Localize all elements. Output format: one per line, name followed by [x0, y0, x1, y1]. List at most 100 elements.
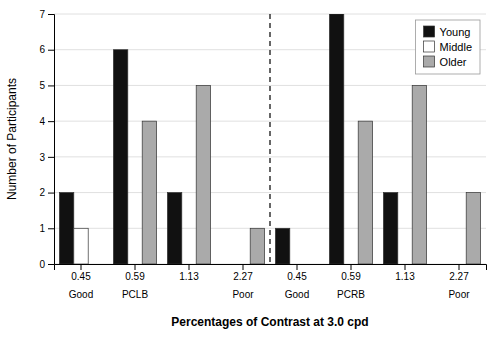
x-tick: 0.59 [341, 264, 361, 282]
x-tick-label: 0.59 [125, 271, 145, 282]
legend-box [416, 20, 480, 74]
x-tick: 1.13 [179, 264, 199, 282]
bar [304, 264, 318, 265]
bar [74, 228, 88, 264]
y-tick-label: 3 [39, 152, 45, 163]
plot: 0.45 0.59 1.13 2.27 0.45 0.59 1.13 2.27 Good PCLB… [39, 9, 486, 300]
bar [113, 50, 127, 264]
x-tick-mark [81, 264, 82, 270]
axis-line [48, 15, 55, 265]
y-tick-mark [48, 14, 54, 15]
legend-label: Older [440, 56, 467, 68]
legend-swatch [424, 26, 435, 37]
series [74, 228, 88, 264]
bar [452, 264, 466, 265]
legend: Young Middle Older [416, 20, 480, 74]
bar [128, 264, 142, 265]
chart: 0.45 0.59 1.13 2.27 0.45 0.59 1.13 2.27 Good PCLB… [0, 0, 500, 342]
x-axis-title: Percentages of Contrast at 3.0 cpd [171, 315, 368, 329]
y-tick: 7 [39, 9, 54, 20]
y-tick-mark [48, 193, 54, 194]
y-tick: 4 [39, 116, 54, 127]
legend-swatch [424, 56, 435, 67]
x-tick-mark [243, 264, 244, 270]
x-tick: 0.45 [71, 264, 91, 282]
annotations: Good PCLB Poor Good PCRB Poor [69, 289, 470, 300]
bar [167, 193, 181, 264]
x-tick: 2.27 [233, 264, 253, 282]
x-tick-label: 1.13 [395, 271, 415, 282]
series [142, 85, 480, 264]
grid [54, 14, 486, 264]
x-tick-mark [189, 264, 190, 270]
x-tick-label: 0.59 [341, 271, 361, 282]
bars [59, 14, 480, 264]
bar [88, 264, 102, 265]
annotation: Poor [232, 289, 254, 300]
y-tick: 2 [39, 187, 54, 198]
y-tick-label: 0 [39, 259, 45, 270]
x-tick: 2.27 [449, 264, 469, 282]
y-tick: 1 [39, 223, 54, 234]
bar [275, 228, 289, 264]
y-tick-label: 7 [39, 9, 45, 20]
x-tick-mark [297, 264, 298, 270]
annotation: Good [285, 289, 309, 300]
y-tick: 5 [39, 80, 54, 91]
bar [398, 264, 412, 265]
y-tick-mark [48, 121, 54, 122]
bar [358, 121, 372, 264]
bar [221, 264, 235, 265]
x-tick-label: 2.27 [233, 271, 253, 282]
y-tick-mark [48, 157, 54, 158]
legend-item: Middle [424, 41, 472, 53]
bar [344, 264, 358, 265]
y-tick-label: 6 [39, 44, 45, 55]
x-tick: 0.45 [287, 264, 307, 282]
y-tick-label: 5 [39, 80, 45, 91]
bar [142, 121, 156, 264]
legend-item: Older [424, 56, 467, 68]
bar [250, 228, 264, 264]
bar [383, 193, 397, 264]
annotation: Poor [448, 289, 470, 300]
series [59, 14, 397, 264]
x-tick-label: 2.27 [449, 271, 469, 282]
legend-item: Young [424, 26, 471, 38]
x-tick-mark [135, 264, 136, 270]
bar [196, 85, 210, 264]
y-tick-label: 2 [39, 187, 45, 198]
x-tick-mark [459, 264, 460, 270]
x-tick-label: 0.45 [71, 271, 91, 282]
x-tick: 0.59 [125, 264, 145, 282]
legend-swatch [424, 41, 435, 52]
x-tick-mark [405, 264, 406, 270]
y-tick-mark [48, 50, 54, 51]
y-tick-mark [48, 228, 54, 229]
annotation: PCRB [337, 289, 365, 300]
y-tick-label: 1 [39, 223, 45, 234]
axis-line [55, 265, 487, 271]
bar [329, 14, 343, 264]
bar [182, 264, 196, 265]
y-tick: 3 [39, 152, 54, 163]
bar [466, 193, 480, 264]
annotation: PCLB [122, 289, 148, 300]
x-tick-label: 1.13 [179, 271, 199, 282]
divider [269, 14, 270, 264]
x-tick-label: 0.45 [287, 271, 307, 282]
bar [290, 264, 304, 265]
y-tick-mark [48, 85, 54, 86]
legend-label: Middle [440, 41, 472, 53]
y-axis-title: Number of Participants [5, 78, 19, 200]
x-axis: 0.45 0.59 1.13 2.27 0.45 0.59 1.13 2.27 [55, 264, 487, 282]
y-axis: 0 1 2 3 4 5 6 7 [39, 9, 54, 270]
x-tick: 1.13 [395, 264, 415, 282]
y-tick-label: 4 [39, 116, 45, 127]
bar [412, 85, 426, 264]
bar [437, 264, 451, 265]
y-tick: 6 [39, 44, 54, 55]
bar [236, 264, 250, 265]
legend-label: Young [440, 26, 471, 38]
annotation: Good [69, 289, 93, 300]
